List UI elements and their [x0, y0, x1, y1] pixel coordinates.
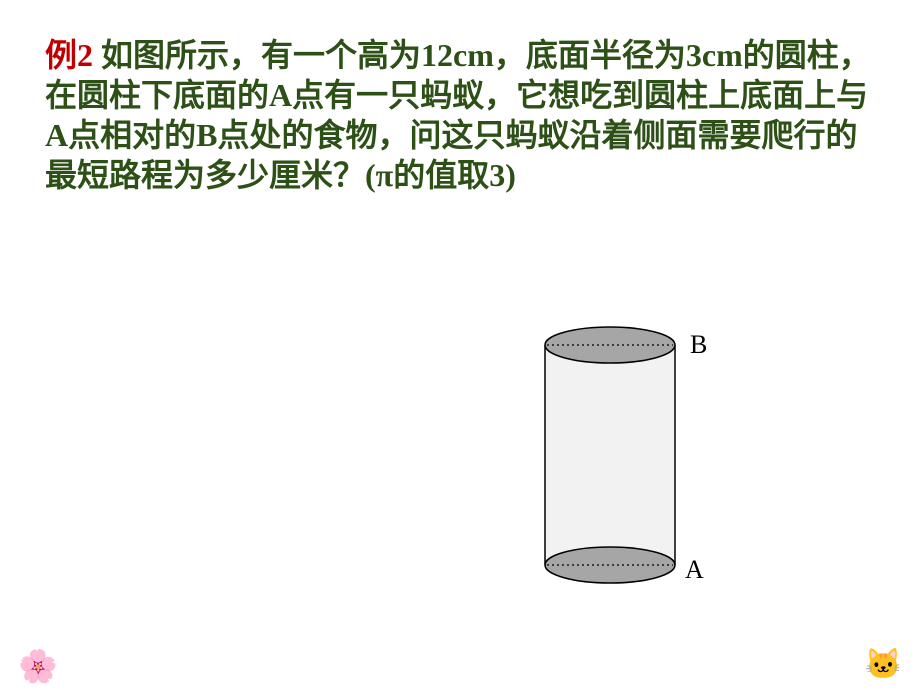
point-b-label: B	[690, 330, 707, 360]
cylinder-bottom-ellipse	[545, 547, 675, 583]
num-1: 12cm	[421, 37, 494, 73]
point-b-ref: B	[196, 117, 217, 153]
cylinder-diagram: B A	[535, 320, 735, 600]
flower-icon: 🌸	[18, 647, 58, 685]
text-p5: 点相对的	[68, 117, 196, 153]
cylinder-body	[545, 345, 675, 565]
problem-paragraph: 例2 如图所示，有一个高为12cm，底面半径为3cm的圆柱，在圆柱下底面的A点有…	[45, 35, 875, 195]
cylinder-svg	[535, 320, 695, 590]
text-p4: 点有一只蚂蚁，它想吃到圆柱上底面上与	[292, 77, 868, 113]
num-2: 3cm	[686, 37, 743, 73]
point-a-ref2: A	[45, 117, 68, 153]
text-p7: 的值取	[393, 157, 489, 193]
pi-note-close: 3)	[489, 157, 516, 193]
text-p1: 如图所示，有一个高为	[93, 37, 421, 73]
point-a-label: A	[685, 555, 704, 585]
example-label: 例2	[45, 37, 93, 73]
pi-note-open: (π	[365, 157, 393, 193]
point-a-ref1: A	[269, 77, 292, 113]
cat-icon: 🐱	[865, 647, 902, 682]
text-p2: ，底面半径为	[494, 37, 686, 73]
cylinder-top-ellipse	[545, 327, 675, 363]
